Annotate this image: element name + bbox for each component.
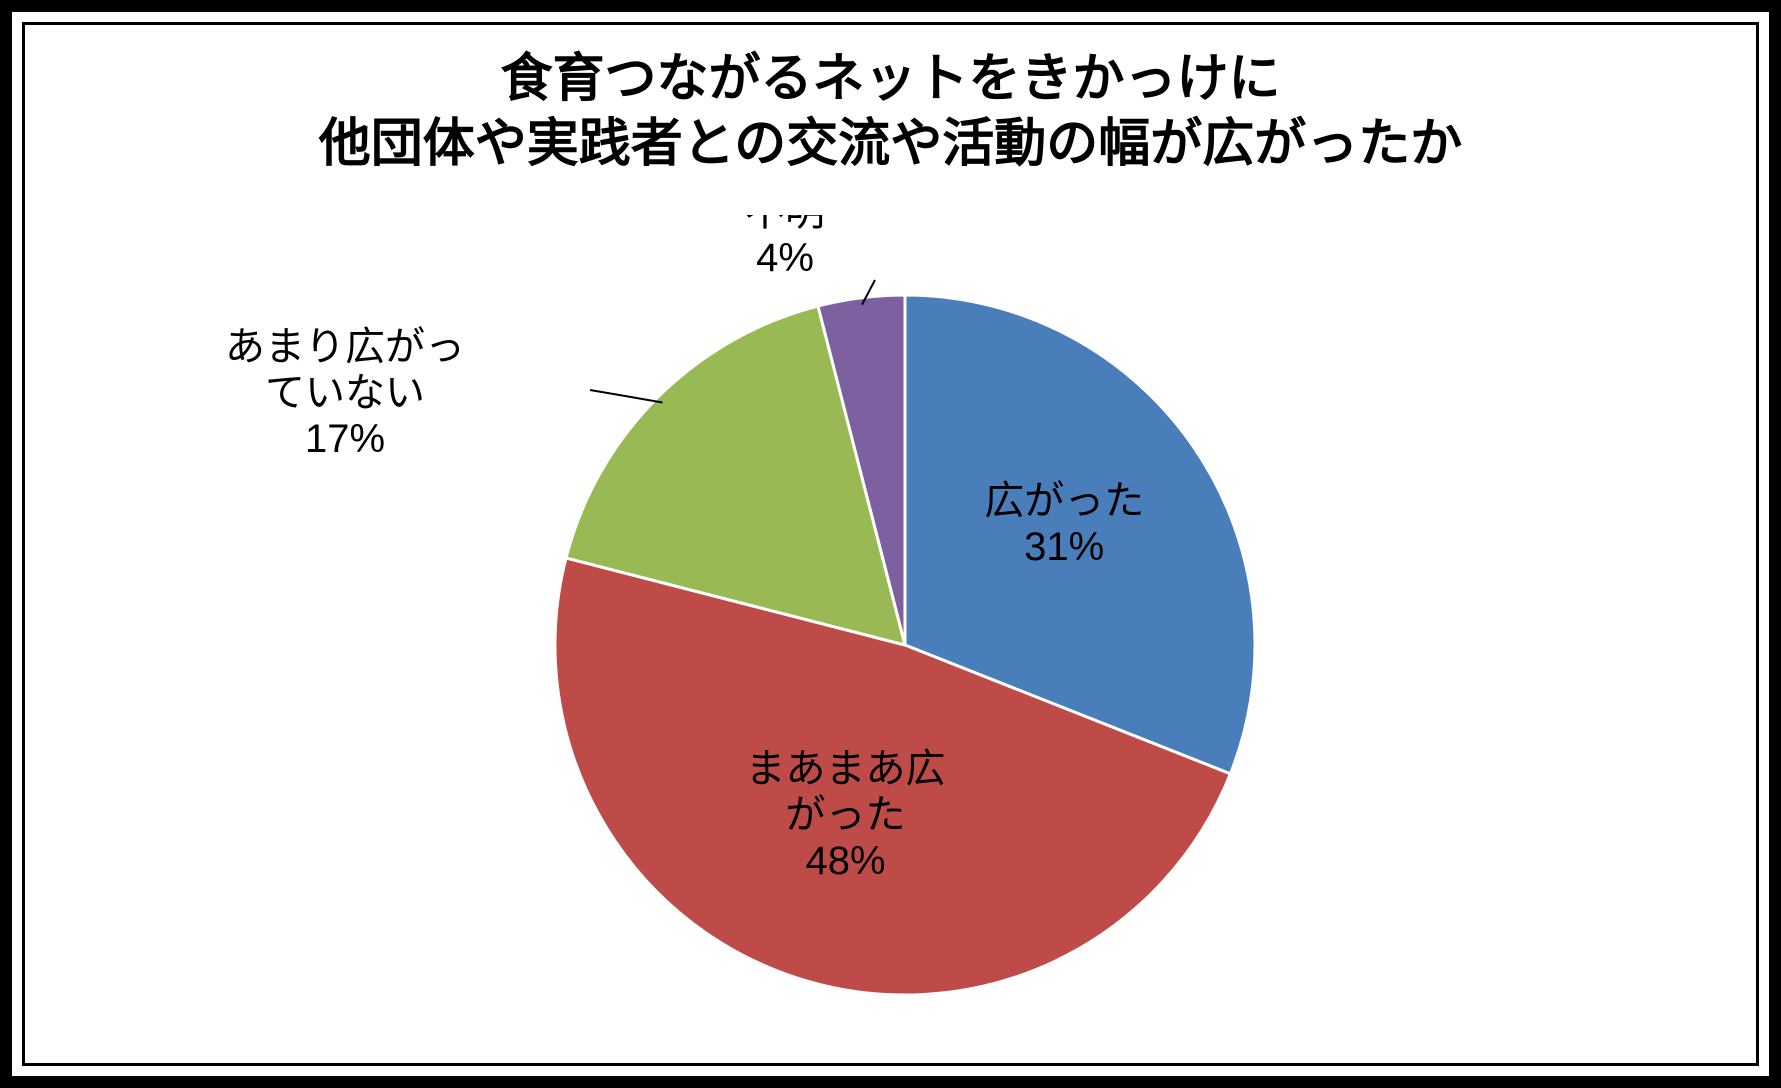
slice-label: 不明4% (745, 215, 825, 280)
outer-frame: 食育つながるネットをきかっけに 他団体や実践者との交流や活動の幅が広がったか 広… (0, 0, 1781, 1088)
slice-label: あまり広がっていない17% (225, 325, 465, 461)
inner-frame: 食育つながるネットをきかっけに 他団体や実践者との交流や活動の幅が広がったか 広… (22, 22, 1759, 1066)
leader-line (590, 390, 662, 402)
chart-title: 食育つながるネットをきかっけに 他団体や実践者との交流や活動の幅が広がったか (25, 47, 1756, 177)
pie-chart: 広がった31%まあまあ広がった48%あまり広がっていない17%不明4% (25, 215, 1781, 1075)
pie-chart-area: 広がった31%まあまあ広がった48%あまり広がっていない17%不明4% (25, 215, 1756, 1063)
chart-title-line-1: 食育つながるネットをきかっけに (25, 47, 1756, 112)
chart-title-line-2: 他団体や実践者との交流や活動の幅が広がったか (25, 112, 1756, 177)
